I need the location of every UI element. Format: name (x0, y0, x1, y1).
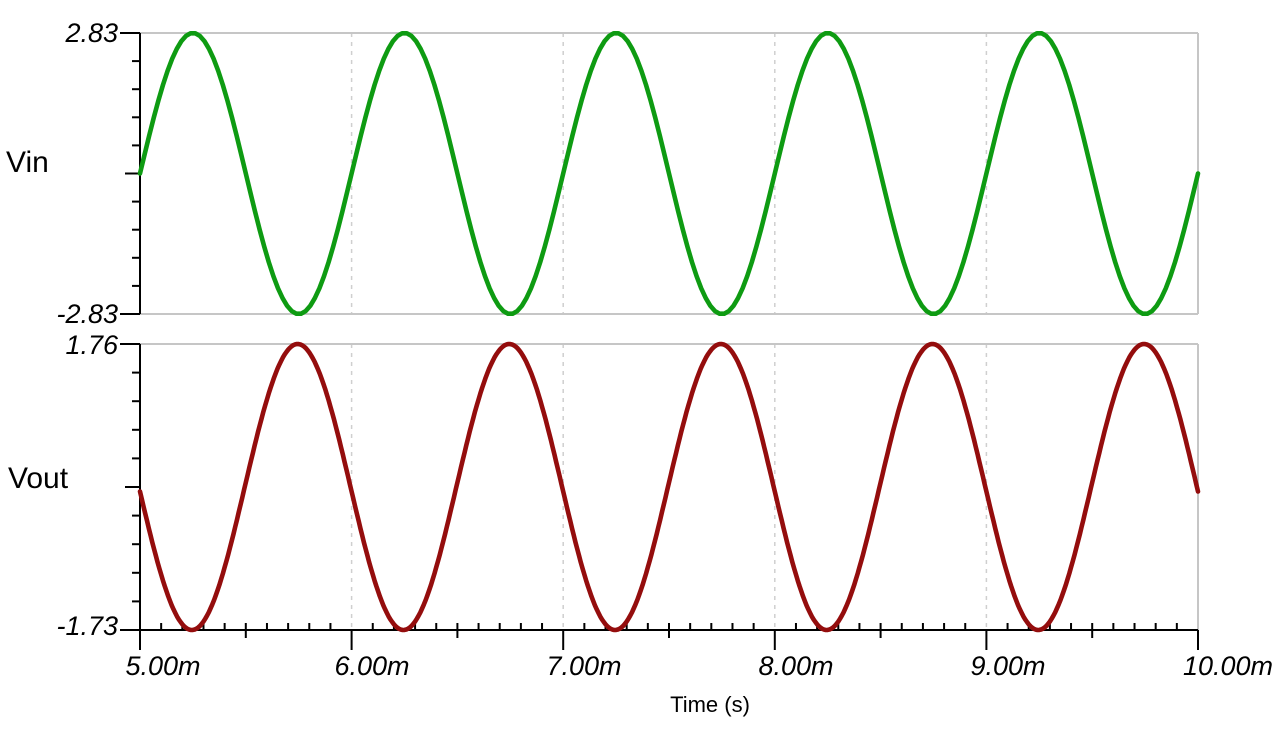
vout-trace (137, 341, 1201, 633)
y-tick-label-vout-min: -1.73 (56, 611, 118, 641)
dashed-gridlines (350, 33, 988, 630)
x-tick-label-5ms: 5.00m (125, 651, 200, 681)
x-axis-title: Time (s) (670, 692, 750, 717)
x-tick-label-6ms: 6.00m (334, 651, 409, 681)
x-tick-label-10ms: 10.00m (1183, 651, 1273, 681)
y-tick-label-vout-max: 1.76 (65, 330, 119, 360)
vout-trace-label: Vout (8, 462, 69, 495)
y-tick-label-vin-max: 2.83 (64, 18, 118, 48)
y-tick-label-vin-min: -2.83 (56, 299, 118, 329)
x-tick-label-9ms: 9.00m (970, 651, 1045, 681)
vin-trace (137, 30, 1201, 316)
x-tick-label-7ms: 7.00m (546, 651, 621, 681)
plot-frames (139, 32, 1199, 631)
axis-ticks (120, 32, 1199, 650)
vin-trace-label: Vin (6, 146, 49, 179)
x-tick-label-8ms: 8.00m (758, 651, 833, 681)
